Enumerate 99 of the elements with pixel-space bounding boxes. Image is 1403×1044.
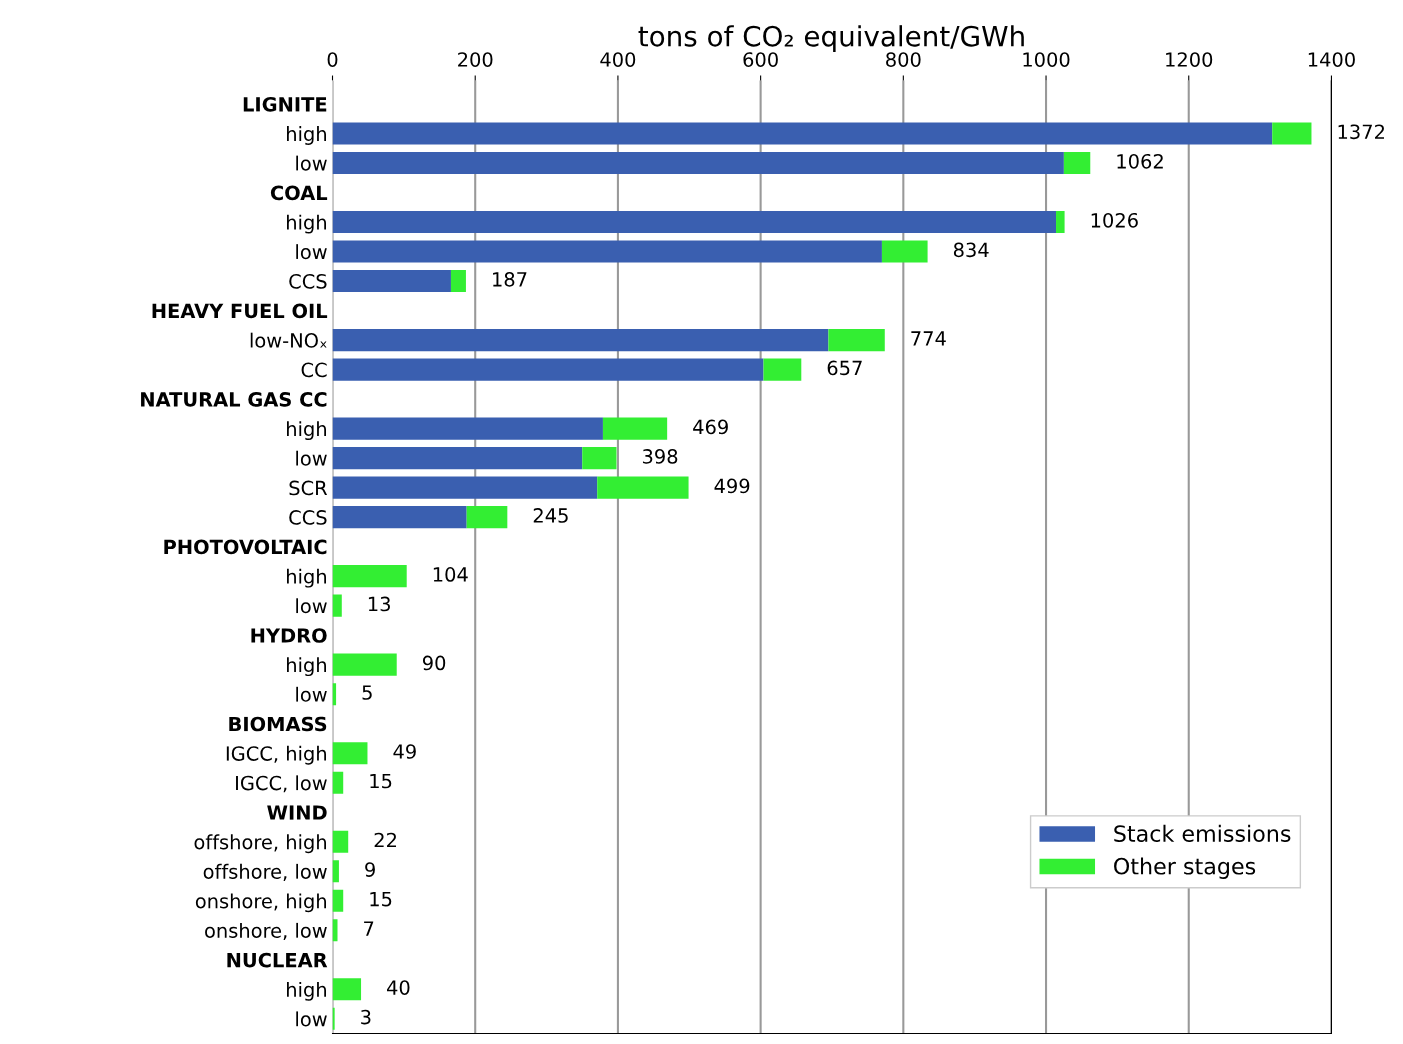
- total-label: 398: [642, 449, 678, 464]
- bar: [828, 329, 885, 352]
- y-tick-label: low: [296, 450, 327, 466]
- y-tick-label: NUCLEAR: [227, 952, 328, 968]
- x-tick-label: 400: [600, 52, 636, 67]
- total-label: 9: [365, 862, 375, 877]
- total-label: 774: [911, 331, 946, 346]
- y-tick-label: low: [296, 244, 327, 260]
- x-tick-label: 1400: [1308, 52, 1355, 67]
- y-tick-label: high: [287, 981, 326, 1001]
- bar: [466, 506, 508, 529]
- total-label: 1062: [1117, 153, 1163, 169]
- total-label: 1372: [1338, 124, 1385, 140]
- y-tick-label: high: [287, 214, 326, 234]
- bar: [332, 122, 1273, 145]
- bar: [332, 151, 1064, 175]
- y-tick-label: low-NOₓ: [250, 332, 327, 348]
- x-tick-label: 0: [327, 52, 338, 67]
- total-label: 834: [953, 242, 989, 258]
- bar: [763, 358, 802, 381]
- bar: [332, 889, 344, 912]
- y-tick-label: low: [296, 155, 327, 171]
- y-tick-label: low: [296, 598, 327, 614]
- legend-label: Other stages: [1114, 857, 1256, 879]
- y-tick-label: HYDRO: [251, 628, 327, 643]
- total-label: 104: [433, 567, 468, 582]
- y-tick-label: CCS: [289, 510, 327, 525]
- total-label: 13: [368, 596, 390, 612]
- bar: [602, 417, 668, 440]
- y-tick-label: high: [287, 421, 326, 441]
- total-label: 15: [370, 891, 392, 907]
- y-tick-label: SCR: [289, 480, 328, 496]
- bar: [332, 978, 362, 1001]
- y-tick-label: low: [296, 686, 327, 702]
- bar: [332, 476, 598, 499]
- bar: [332, 653, 397, 676]
- bar: [332, 358, 764, 381]
- bar: [332, 771, 344, 794]
- y-tick-label: BIOMASS: [229, 716, 327, 732]
- bar: [1272, 122, 1312, 145]
- y-tick-label: IGCC, low: [236, 775, 327, 793]
- y-tick-label: onshore, high: [195, 893, 326, 913]
- bar: [881, 240, 928, 263]
- total-label: 1026: [1091, 212, 1138, 228]
- y-tick-label: HEAVY FUEL OIL: [152, 303, 328, 319]
- bar: [450, 269, 466, 293]
- bar: [332, 742, 368, 765]
- total-label: 90: [422, 655, 446, 671]
- y-tick-label: IGCC, high: [226, 745, 326, 765]
- x-tick-label: 600: [743, 52, 778, 67]
- total-label: 187: [493, 271, 527, 287]
- total-label: 3: [361, 1009, 371, 1025]
- total-label: 49: [393, 744, 416, 759]
- y-tick-label: LIGNITE: [243, 96, 327, 112]
- x-tick-label: 1200: [1166, 52, 1213, 67]
- total-label: 245: [533, 508, 568, 523]
- y-tick-label: NATURAL GAS CC: [141, 392, 327, 407]
- y-tick-label: CCS: [289, 274, 327, 289]
- bar: [332, 565, 407, 588]
- bar: [1056, 210, 1065, 234]
- y-tick-label: CC: [301, 362, 327, 378]
- x-axis-title: tons of CO₂ equivalent/GWh: [638, 25, 1024, 53]
- y-tick-label: high: [287, 657, 326, 677]
- bar: [332, 329, 829, 352]
- y-tick-label: COAL: [270, 185, 328, 201]
- bar: [332, 594, 342, 617]
- bar: [332, 919, 338, 942]
- bar: [332, 210, 1057, 234]
- legend-label: Stack emissions: [1114, 824, 1291, 842]
- bar: [332, 240, 882, 263]
- x-tick-label: 1000: [1023, 52, 1070, 67]
- y-tick-label: high: [287, 126, 326, 145]
- total-label: 5: [362, 685, 372, 700]
- bar: [332, 417, 603, 440]
- bar: [332, 447, 583, 470]
- bar: [332, 830, 349, 853]
- total-label: 469: [693, 419, 728, 435]
- total-label: 15: [370, 773, 392, 789]
- bar: [597, 476, 689, 499]
- y-tick-label: offshore, low: [203, 863, 327, 881]
- y-tick-label: WIND: [267, 805, 327, 820]
- total-label: 499: [714, 478, 750, 494]
- total-label: 22: [374, 832, 396, 848]
- bar: [332, 506, 467, 529]
- y-tick-label: high: [287, 568, 326, 588]
- y-tick-label: PHOTOVOLTAIC: [164, 539, 327, 555]
- x-tick-label: 200: [458, 52, 493, 67]
- bar: [332, 860, 339, 883]
- bar: [1063, 151, 1091, 175]
- bar: [332, 269, 451, 293]
- x-tick-label: 800: [886, 52, 921, 67]
- bar: [332, 1007, 335, 1030]
- y-tick-label: offshore, high: [194, 834, 326, 854]
- y-tick-label: low: [296, 1011, 327, 1027]
- total-label: 7: [364, 921, 374, 936]
- total-label: 657: [827, 360, 862, 376]
- bar: [582, 447, 617, 470]
- total-label: 40: [387, 980, 410, 995]
- y-tick-label: onshore, low: [205, 922, 327, 940]
